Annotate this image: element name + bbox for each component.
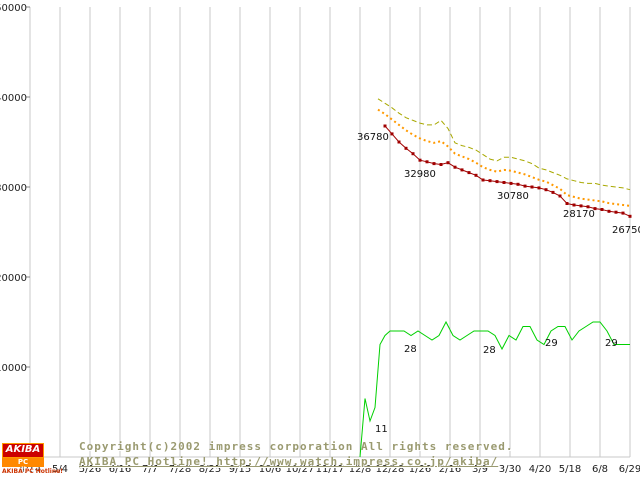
data-label: 36780	[357, 132, 389, 143]
series-min-price-marker	[418, 158, 422, 162]
series-min-price-marker	[432, 162, 436, 166]
series-min-price-marker	[467, 171, 471, 175]
y-tick-label: 10000	[0, 363, 27, 374]
series-min-price-marker	[523, 184, 527, 188]
x-tick-label: 12/28	[376, 464, 405, 475]
y-tick-label: 50000	[0, 3, 27, 14]
series-min-price-marker	[565, 202, 569, 205]
x-tick-label: 3/9	[472, 464, 488, 475]
series-min-price-marker	[628, 214, 632, 218]
data-label: 28	[404, 344, 417, 355]
x-tick-label: 7/28	[169, 464, 191, 475]
x-tick-label: 3/30	[499, 464, 521, 475]
x-tick-label: 8/25	[199, 464, 221, 475]
akiba-logo-caption: AKIBA PC Hotline!	[2, 468, 63, 475]
x-tick-label: 5/18	[559, 464, 581, 475]
x-tick-label: 4/20	[529, 464, 551, 475]
akiba-logo: AKIBA PC Hotline! AKIBA PC Hotline!	[2, 443, 78, 475]
y-tick-label: 30000	[0, 183, 27, 194]
series-min-price-marker	[439, 163, 443, 166]
series-min-price-marker	[446, 161, 450, 165]
data-label: 30780	[497, 191, 529, 202]
series-min-price-marker	[544, 188, 548, 192]
series-min-price-marker	[586, 205, 590, 209]
series-min-price-marker	[614, 210, 618, 214]
data-label: 29	[605, 338, 618, 349]
x-tick-label: 12/8	[349, 464, 371, 475]
series-min-price-marker	[509, 181, 513, 185]
x-tick-label: 2/16	[439, 464, 461, 475]
series-min-price-marker	[453, 165, 457, 169]
series-min-price-marker	[579, 204, 583, 208]
x-tick-label: 9/15	[229, 464, 251, 475]
x-tick-label: 6/29	[619, 464, 640, 475]
x-tick-label: 10/6	[259, 464, 281, 475]
y-tick-label: 20000	[0, 273, 27, 284]
data-label: 11	[375, 424, 388, 435]
akiba-logo-subtitle: PC Hotline!	[2, 458, 44, 474]
series-min-price-marker	[607, 209, 611, 213]
data-label: 29	[545, 338, 558, 349]
x-tick-label: 10/27	[286, 464, 315, 475]
x-tick-label: 5/26	[79, 464, 101, 475]
x-tick-label: 4/14	[19, 464, 41, 475]
series-min-price-marker	[390, 132, 394, 136]
series-min-price-marker	[551, 190, 555, 194]
y-tick-label: 40000	[0, 93, 27, 104]
series-min-price-marker	[502, 181, 506, 184]
series-avg-price	[377, 108, 631, 207]
data-label: 28	[483, 345, 496, 356]
series-min-price-marker	[558, 194, 562, 198]
series-min-price-marker	[593, 207, 597, 211]
data-label: 32980	[404, 169, 436, 180]
series-min-price-marker	[621, 211, 625, 215]
series-min-price-marker	[383, 124, 387, 128]
series-min-price-marker	[572, 203, 576, 207]
x-tick-label: 7/7	[142, 464, 158, 475]
copyright-text: Copyright(c)2002 impress corporation All…	[79, 440, 514, 453]
site-url-link[interactable]: AKIBA PC Hotline! http://www.watch.impre…	[79, 455, 499, 468]
akiba-logo-mark: AKIBA	[2, 443, 44, 458]
series-min-price-marker	[516, 182, 520, 186]
x-tick-label: 6/16	[109, 464, 131, 475]
series-min-price-marker	[425, 160, 429, 164]
series-min-price-marker	[530, 185, 534, 189]
series-min-price-marker	[600, 208, 604, 211]
data-label: 26750	[612, 225, 640, 236]
series-min-price-marker	[474, 173, 478, 177]
series-shop-count	[359, 320, 630, 458]
x-tick-label: 6/8	[592, 464, 608, 475]
x-tick-label: 5/4	[52, 464, 68, 475]
series-min-price-marker	[537, 186, 541, 190]
series-min-price-marker	[488, 179, 492, 183]
series-min-price-marker	[481, 178, 485, 182]
series-min-price-marker	[397, 140, 401, 144]
data-label: 28170	[563, 209, 595, 220]
x-tick-label: 11/17	[316, 464, 345, 475]
x-tick-label: 1/26	[409, 464, 431, 475]
series-min-price-marker	[411, 152, 415, 156]
series-min-price-marker	[460, 168, 464, 172]
series-max-price	[377, 98, 631, 191]
series-min-price-marker	[495, 180, 499, 184]
series-min-price-marker	[404, 146, 408, 150]
